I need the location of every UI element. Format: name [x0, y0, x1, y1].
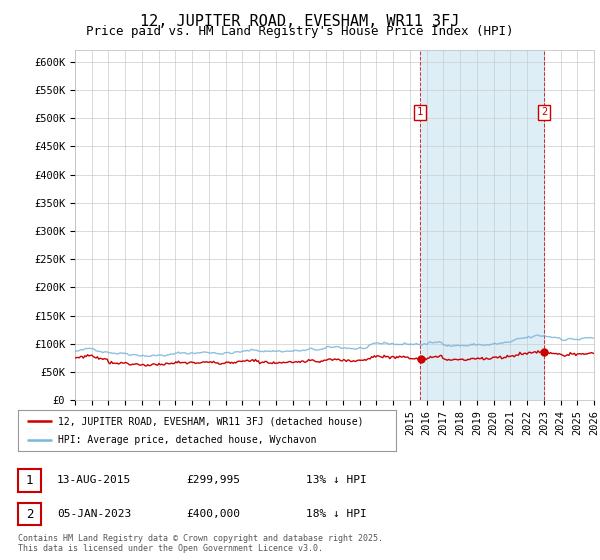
Text: £299,995: £299,995: [186, 475, 240, 486]
Bar: [420, 50, 544, 400]
Text: £400,000: £400,000: [186, 509, 240, 519]
Text: 13% ↓ HPI: 13% ↓ HPI: [306, 475, 367, 486]
Text: 2: 2: [541, 108, 547, 118]
Text: 1: 1: [417, 108, 424, 118]
Text: Contains HM Land Registry data © Crown copyright and database right 2025.
This d: Contains HM Land Registry data © Crown c…: [18, 534, 383, 553]
Text: Price paid vs. HM Land Registry's House Price Index (HPI): Price paid vs. HM Land Registry's House …: [86, 25, 514, 38]
Text: 12, JUPITER ROAD, EVESHAM, WR11 3FJ: 12, JUPITER ROAD, EVESHAM, WR11 3FJ: [140, 14, 460, 29]
Text: 1: 1: [26, 474, 33, 487]
Text: 18% ↓ HPI: 18% ↓ HPI: [306, 509, 367, 519]
Text: 2: 2: [26, 507, 33, 521]
Text: HPI: Average price, detached house, Wychavon: HPI: Average price, detached house, Wych…: [58, 435, 316, 445]
Text: 05-JAN-2023: 05-JAN-2023: [57, 509, 131, 519]
Text: 13-AUG-2015: 13-AUG-2015: [57, 475, 131, 486]
Text: 12, JUPITER ROAD, EVESHAM, WR11 3FJ (detached house): 12, JUPITER ROAD, EVESHAM, WR11 3FJ (det…: [58, 417, 363, 426]
